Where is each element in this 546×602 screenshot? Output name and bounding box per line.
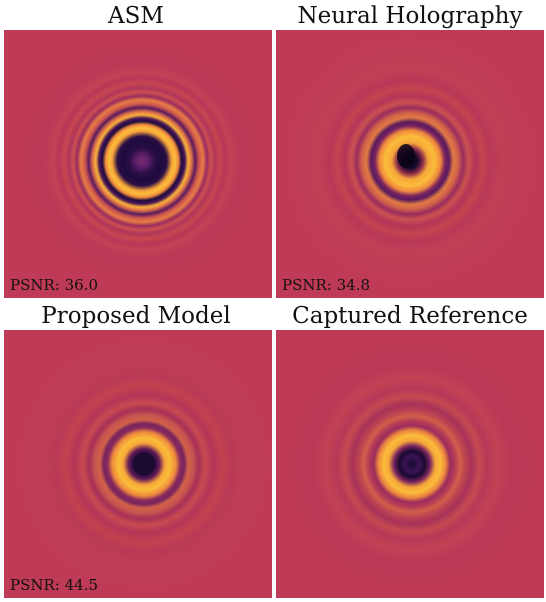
panel-neural-holography: PSNR: 34.8 [276, 30, 544, 298]
proposed-model-diffraction-image [4, 330, 272, 598]
neural-holography-dark-core [397, 144, 415, 168]
panel-captured-reference [276, 330, 544, 598]
psnr-label-asm: PSNR: 36.0 [10, 276, 98, 294]
panel-proposed-model: PSNR: 44.5 [4, 330, 272, 598]
panel-title-neural-holography: Neural Holography [274, 2, 546, 30]
psnr-label-neural-holography: PSNR: 34.8 [282, 276, 370, 294]
panel-title-asm: ASM [0, 2, 272, 30]
asm-ring-pattern [4, 30, 272, 298]
captured-reference-ring-pattern [276, 330, 544, 598]
proposed-model-ring-pattern [4, 330, 272, 598]
panel-title-proposed-model: Proposed Model [0, 302, 272, 330]
neural-holography-diffraction-image [276, 30, 544, 298]
psnr-label-proposed-model: PSNR: 44.5 [10, 576, 98, 594]
panel-asm: PSNR: 36.0 [4, 30, 272, 298]
panel-title-captured-reference: Captured Reference [274, 302, 546, 330]
captured-reference-diffraction-image [276, 330, 544, 598]
asm-diffraction-image [4, 30, 272, 298]
